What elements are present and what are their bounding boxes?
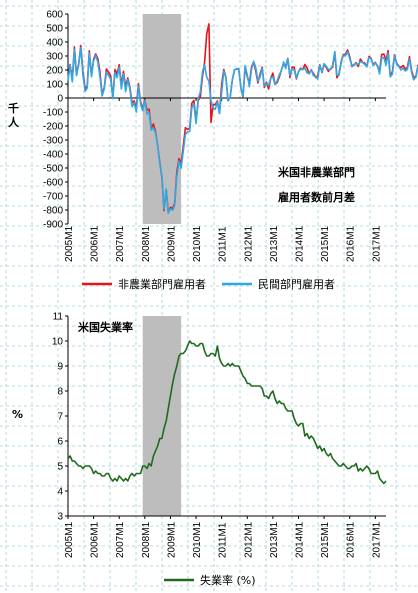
recession-shade bbox=[142, 316, 182, 516]
y-axis-label: 人 bbox=[8, 115, 20, 129]
y-tick-label: 8 bbox=[57, 387, 63, 398]
y-tick-label: 200 bbox=[46, 66, 63, 77]
series-line-1 bbox=[67, 46, 418, 214]
x-tick-label: 2009M1 bbox=[166, 225, 177, 262]
x-tick-label: 2006M1 bbox=[90, 225, 101, 262]
y-tick-label: 400 bbox=[46, 38, 63, 49]
legend-entry-0: 非農業部門雇用者 bbox=[118, 277, 206, 291]
series-line-0 bbox=[67, 340, 387, 485]
y-tick-label: -300 bbox=[43, 136, 63, 147]
x-tick-label: 2006M1 bbox=[90, 521, 101, 558]
x-tick-label: 2010M1 bbox=[192, 521, 203, 558]
x-tick-label: 2008M1 bbox=[141, 225, 152, 262]
x-tick-label: 2012M1 bbox=[243, 225, 254, 262]
y-tick-label: -500 bbox=[43, 164, 63, 175]
y-tick-label: 300 bbox=[46, 52, 63, 63]
y-tick-label: -900 bbox=[43, 220, 63, 231]
x-tick-label: 2012M1 bbox=[243, 521, 254, 558]
chart-annotation: 雇用者数前月差 bbox=[278, 190, 355, 204]
y-tick-label: 600 bbox=[46, 10, 63, 21]
chart-annotation: 米国非農業部門 bbox=[277, 165, 355, 179]
x-tick-label: 2007M1 bbox=[115, 521, 126, 558]
y-tick-label: 7 bbox=[57, 412, 63, 423]
x-tick-label: 2007M1 bbox=[115, 225, 126, 262]
x-tick-label: 2005M1 bbox=[64, 521, 75, 558]
y-tick-label: -100 bbox=[43, 108, 63, 119]
y-tick-label: 500 bbox=[46, 24, 63, 35]
x-tick-label: 2016M1 bbox=[346, 521, 357, 558]
payroll-chart: 600 500 400 300 200 100 0 -100 -200 -300 -400 -500 -… bbox=[0, 0, 418, 300]
y-tick-label: -800 bbox=[43, 206, 63, 217]
x-tick-label: 2013M1 bbox=[269, 225, 280, 262]
x-tick-label: 2009M1 bbox=[166, 521, 177, 558]
y-tick-label: 5 bbox=[57, 462, 63, 473]
x-tick-label: 2005M1 bbox=[64, 225, 75, 262]
y-tick-label: -400 bbox=[43, 150, 63, 161]
x-tick-label: 2014M1 bbox=[294, 225, 305, 262]
y-tick-label: -600 bbox=[43, 178, 63, 189]
y-tick-label: 100 bbox=[46, 80, 63, 91]
x-tick-label: 2015M1 bbox=[320, 225, 331, 262]
series-line-0 bbox=[67, 23, 418, 214]
x-tick-label: 2016M1 bbox=[346, 225, 357, 262]
x-tick-label: 2010M1 bbox=[192, 225, 203, 262]
y-tick-label: -700 bbox=[43, 192, 63, 203]
y-tick-label: 9 bbox=[57, 362, 63, 373]
x-tick-label: 2017M1 bbox=[371, 225, 382, 262]
chart-annotation: 米国失業率 bbox=[77, 320, 133, 334]
y-tick-label: 4 bbox=[57, 487, 63, 498]
x-tick-label: 2014M1 bbox=[294, 521, 305, 558]
y-tick-label: 3 bbox=[57, 512, 63, 523]
x-tick-label: 2015M1 bbox=[320, 521, 331, 558]
y-tick-label: 11 bbox=[53, 312, 64, 323]
y-axis-label: 千 bbox=[8, 101, 19, 115]
x-tick-label: 2011M1 bbox=[218, 226, 229, 262]
x-tick-label: 2013M1 bbox=[269, 521, 280, 558]
x-tick-label: 2008M1 bbox=[141, 521, 152, 558]
legend-entry-0: 失業率 (%) bbox=[200, 573, 256, 587]
y-tick-label: 10 bbox=[52, 337, 64, 348]
y-tick-label: 6 bbox=[57, 437, 63, 448]
x-tick-label: 2011M1 bbox=[218, 522, 229, 558]
y-tick-label: 0 bbox=[57, 94, 63, 105]
y-tick-label: -200 bbox=[43, 122, 63, 133]
legend-entry-1: 民間部門雇用者 bbox=[258, 277, 335, 291]
x-tick-label: 2017M1 bbox=[371, 521, 382, 558]
y-axis-label: % bbox=[12, 408, 23, 421]
